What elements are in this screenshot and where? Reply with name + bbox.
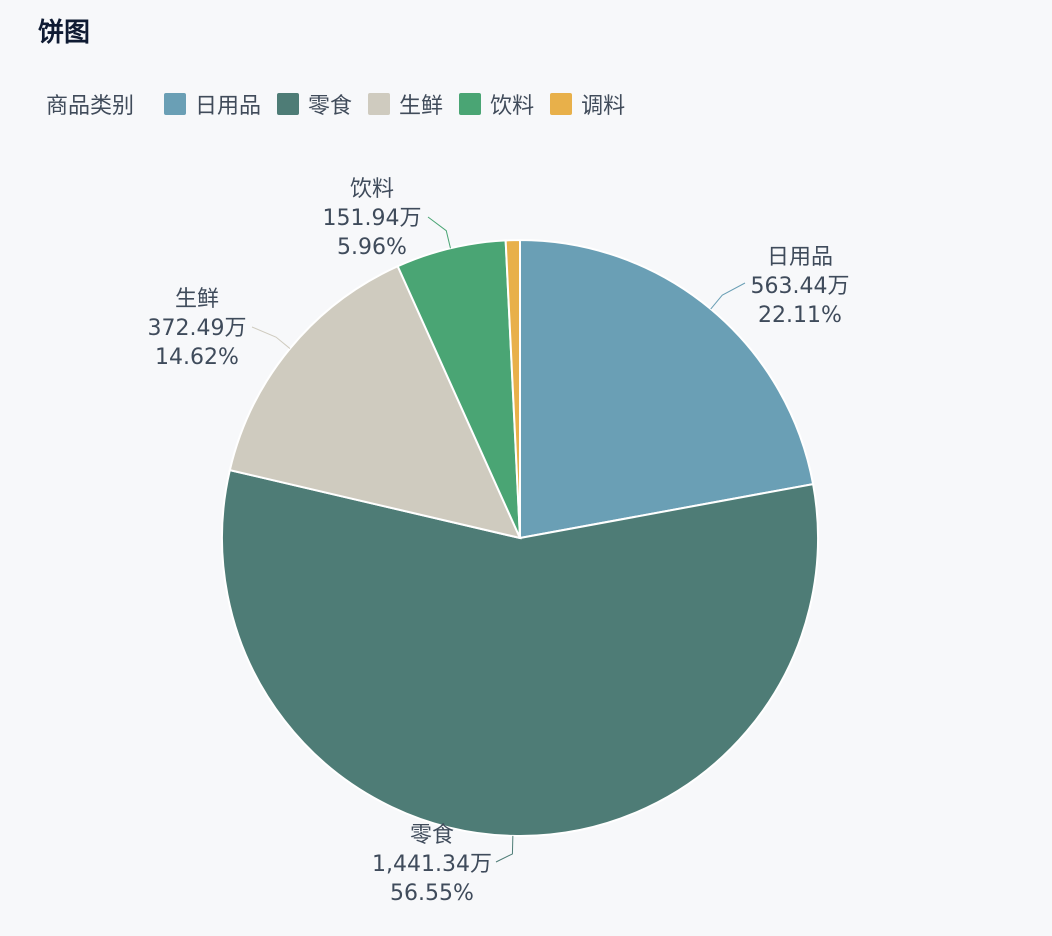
legend-swatch — [277, 93, 300, 115]
slice-label-value: 151.94万 — [323, 206, 422, 231]
legend-label: 生鲜 — [399, 94, 444, 119]
slice-label-name: 日用品 — [767, 245, 833, 270]
slice-label-value: 563.44万 — [751, 274, 850, 299]
legend-label: 饮料 — [490, 94, 535, 119]
legend-label: 日用品 — [195, 94, 262, 119]
leader-line — [427, 216, 451, 249]
slice-label-name: 零食 — [410, 823, 454, 848]
legend-label: 零食 — [308, 94, 353, 119]
legend-item-fresh[interactable]: 生鲜 — [368, 88, 443, 120]
slice-label-value: 1,441.34万 — [372, 852, 492, 877]
legend-item-snacks[interactable]: 零食 — [277, 88, 352, 120]
leader-lines — [251, 216, 746, 863]
slice-label-name: 生鲜 — [175, 287, 219, 312]
slice-label-value: 372.49万 — [148, 316, 247, 341]
slice-label-percent: 14.62% — [155, 345, 239, 370]
legend-swatch — [164, 93, 187, 115]
legend-swatch — [368, 93, 391, 115]
chart-title: 饼图 — [38, 18, 91, 48]
slice-label-percent: 5.96% — [337, 235, 407, 260]
slice-daily-goods[interactable] — [519, 238, 815, 540]
legend-item-seasoning[interactable]: 调料 — [550, 88, 625, 120]
legend: 商品类别 日用品 零食 生鲜 饮料 调料 — [46, 88, 641, 120]
slice-label-percent: 22.11% — [758, 303, 842, 328]
leader-line — [495, 835, 514, 863]
slice-label-percent: 56.55% — [390, 881, 474, 906]
slice-label-name: 饮料 — [350, 177, 394, 202]
legend-item-daily-goods[interactable]: 日用品 — [164, 88, 261, 120]
leader-line — [710, 282, 746, 310]
leader-line — [251, 326, 291, 349]
legend-title: 商品类别 — [46, 94, 135, 119]
legend-swatch — [459, 93, 482, 115]
legend-swatch — [550, 93, 573, 115]
pie-slices — [221, 238, 819, 837]
slice-seasoning[interactable] — [504, 238, 521, 539]
legend-label: 调料 — [581, 94, 626, 119]
slice-labels: 日用品 563.44万 22.11% 零食 1,441.34万 56.55% 生鲜 372.4… — [148, 177, 850, 906]
legend-item-drinks[interactable]: 饮料 — [459, 88, 534, 120]
